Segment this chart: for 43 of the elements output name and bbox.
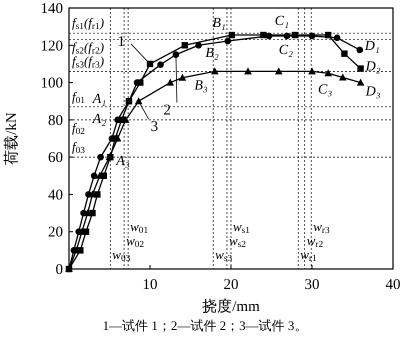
y-axis-title: 荷载/kN bbox=[3, 112, 20, 165]
x-tick-label: 40 bbox=[386, 277, 400, 293]
ref-line-label: w$_{s1}$ bbox=[233, 219, 250, 236]
ref-line-label: w$_{r2}$ bbox=[306, 233, 324, 250]
annotation: B₃ bbox=[194, 78, 208, 94]
ref-line-label: w$_{s2}$ bbox=[228, 233, 246, 250]
ref-line-label: w$_{r1}$ bbox=[300, 247, 318, 264]
annotation: D₃ bbox=[364, 84, 381, 100]
y-tick-label: 0 bbox=[56, 262, 63, 278]
ref-line-label: w$_{01}$ bbox=[130, 219, 148, 236]
annotation: B₁ bbox=[212, 16, 226, 32]
y-tick-label: 100 bbox=[40, 76, 63, 92]
annotation: A₂ bbox=[92, 112, 106, 127]
y-tick-label: 140 bbox=[40, 1, 63, 17]
y-tick-label: 120 bbox=[40, 38, 63, 54]
annotation: A₃ bbox=[115, 154, 130, 170]
y-tick-label: 80 bbox=[48, 112, 63, 129]
y-tick-label: 40 bbox=[48, 187, 63, 204]
annotation: C₃ bbox=[318, 82, 332, 98]
x-tick-label: 20 bbox=[224, 277, 238, 293]
ref-line-label: f$_{s1}$(f$_{r1}$) bbox=[72, 15, 104, 32]
ref-line-label: f$_{03}$ bbox=[72, 139, 86, 156]
x-tick-label: 10 bbox=[142, 277, 158, 293]
annotation: A₁ bbox=[92, 92, 106, 107]
x-tick-label: 30 bbox=[304, 277, 320, 293]
annotation: D₁ bbox=[364, 38, 380, 54]
ref-line-label: w$_{s3}$ bbox=[215, 247, 232, 264]
y-tick-label: 60 bbox=[48, 150, 63, 166]
y-tick-label: 20 bbox=[48, 224, 63, 241]
series-label: 3 bbox=[150, 119, 158, 136]
annotation: C₁ bbox=[274, 14, 289, 30]
x-axis-title: 挠度/mm bbox=[202, 298, 260, 315]
annotation: D₂ bbox=[364, 60, 381, 75]
ref-line-label: w$_{r3}$ bbox=[313, 219, 330, 236]
ref-line-label: f$_{01}$ bbox=[72, 88, 86, 106]
annotation: B₂ bbox=[205, 46, 219, 61]
text: 1—试件 1；2—试件 2；3—试件 3。 bbox=[102, 318, 308, 333]
ref-line-label: f$_{02}$ bbox=[72, 120, 86, 137]
series-label: 1 bbox=[118, 34, 125, 50]
annotation: C₂ bbox=[278, 42, 294, 58]
ref-line-label: w$_{02}$ bbox=[126, 233, 144, 250]
series-label: 2 bbox=[163, 102, 171, 119]
ref-line-label: w$_{03}$ bbox=[112, 247, 131, 264]
